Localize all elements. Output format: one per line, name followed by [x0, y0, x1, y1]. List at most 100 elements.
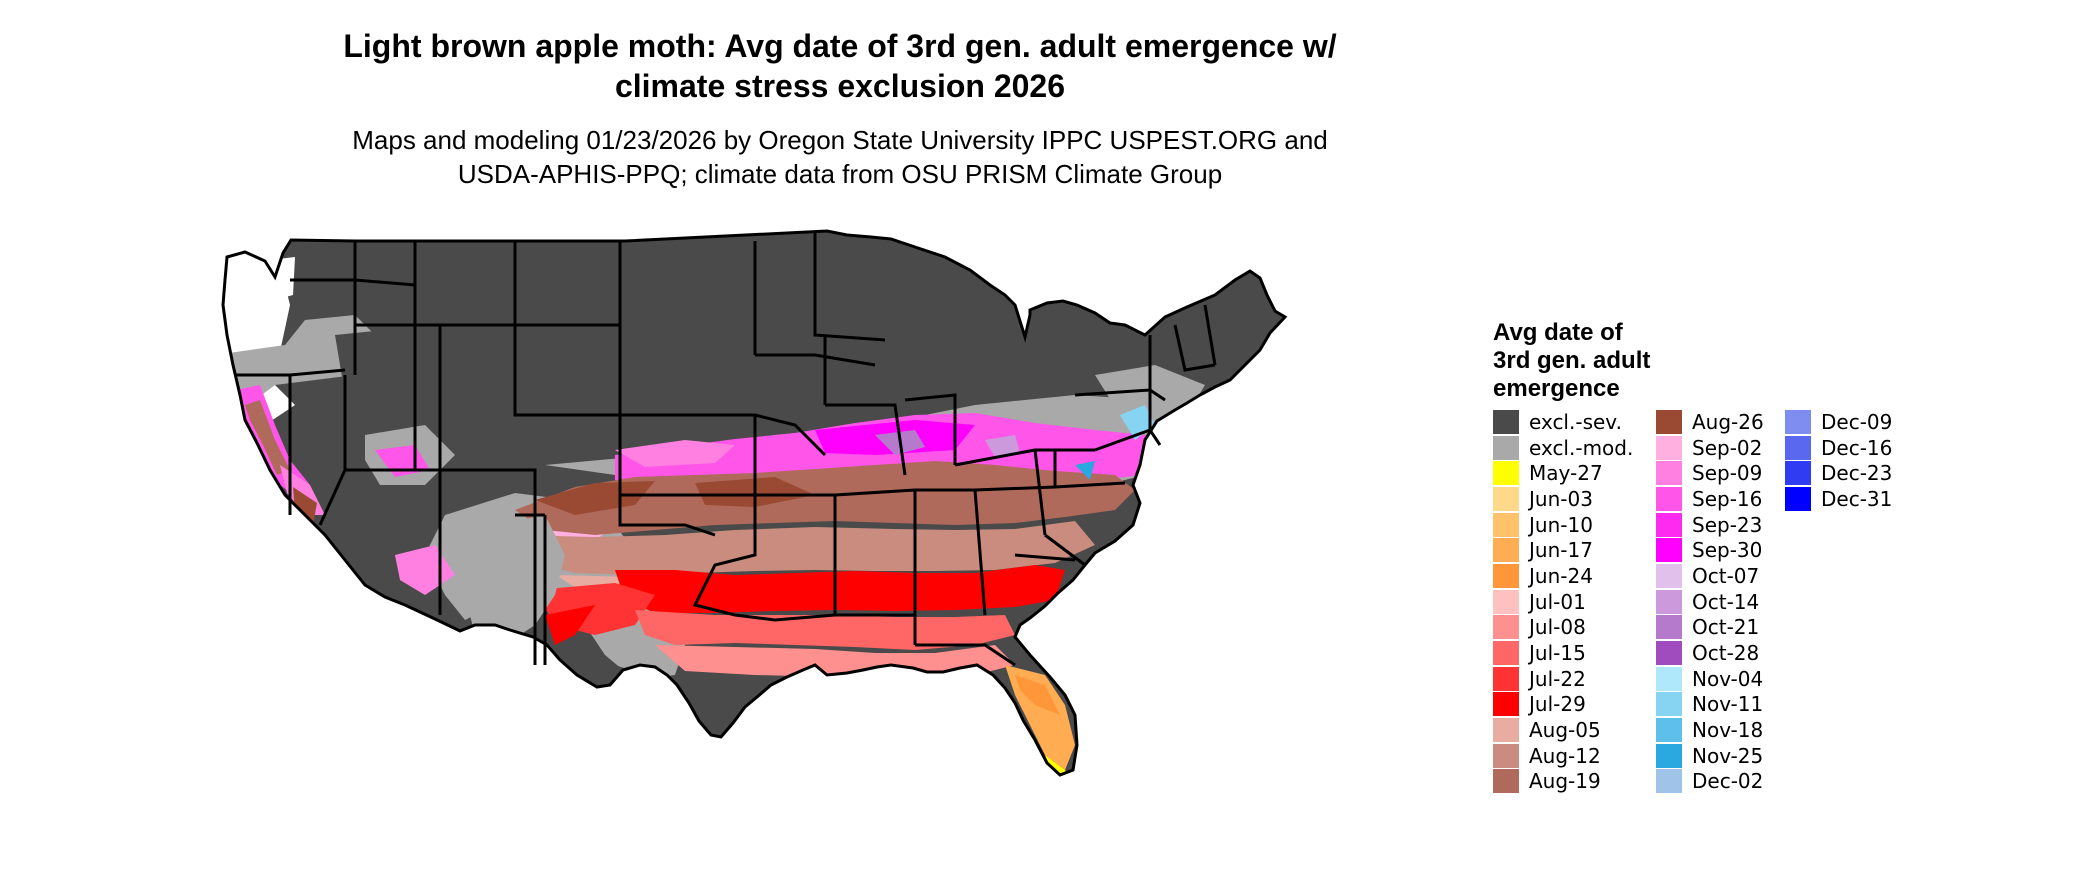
legend-item: Sep-30: [1656, 537, 1764, 563]
legend-item: Dec-31: [1785, 486, 1892, 512]
state-borders: [221, 229, 1287, 777]
legend-swatch: [1493, 512, 1519, 537]
legend-item: Sep-23: [1656, 512, 1764, 538]
legend-item: Jul-01: [1493, 589, 1633, 615]
legend-label: Dec-02: [1692, 769, 1764, 794]
legend-item: Jul-08: [1493, 615, 1633, 641]
legend-item: Jul-22: [1493, 666, 1633, 692]
legend-swatch: [1656, 615, 1682, 640]
legend-swatch: [1656, 589, 1682, 614]
legend-label: Jul-29: [1529, 692, 1586, 717]
legend-column-2: Aug-26 Sep-02 Sep-09 Sep-16 Sep-23 Sep-30 Oct-…: [1656, 409, 1764, 794]
legend-item: Oct-28: [1656, 640, 1764, 666]
legend-label: Jun-10: [1529, 512, 1593, 537]
legend-item: Nov-25: [1656, 743, 1764, 769]
legend-label: May-27: [1529, 461, 1603, 486]
legend-swatch: [1656, 409, 1682, 434]
legend-item: Aug-12: [1493, 743, 1633, 769]
legend-swatch: [1493, 409, 1519, 434]
legend-swatch: [1656, 769, 1682, 794]
us-map-svg: [221, 229, 1287, 777]
legend-label: Dec-09: [1821, 409, 1893, 434]
legend-label: Aug-12: [1529, 743, 1601, 768]
legend-swatch: [1493, 486, 1519, 511]
legend-title-line-1: Avg date of: [1493, 319, 1623, 346]
legend-item: Jul-29: [1493, 692, 1633, 718]
legend-column-3: Dec-09 Dec-16 Dec-23 Dec-31: [1785, 409, 1892, 512]
legend-label: Jun-17: [1529, 538, 1593, 563]
legend-item: Jun-03: [1493, 486, 1633, 512]
legend-swatch: [1656, 512, 1682, 537]
legend-item: Oct-14: [1656, 589, 1764, 615]
map-subtitle-line-2: USDA-APHIS-PPQ; climate data from OSU PR…: [457, 159, 1223, 189]
legend-item: Jul-15: [1493, 640, 1633, 666]
legend-item: Nov-18: [1656, 717, 1764, 743]
legend-label: excl.-sev.: [1529, 409, 1622, 434]
legend-item: Aug-19: [1493, 769, 1633, 795]
legend-label: excl.-mod.: [1529, 435, 1634, 460]
legend-label: Nov-04: [1692, 666, 1764, 691]
legend-item: Jun-10: [1493, 512, 1633, 538]
legend-label: Sep-02: [1692, 435, 1763, 460]
legend-label: Jun-03: [1529, 486, 1593, 511]
legend-label: Sep-16: [1692, 486, 1763, 511]
legend-item: Nov-04: [1656, 666, 1764, 692]
legend-swatch: [1493, 743, 1519, 768]
legend-item: Jun-24: [1493, 563, 1633, 589]
legend-item: Sep-02: [1656, 435, 1764, 461]
legend-swatch: [1493, 435, 1519, 460]
legend-swatch: [1656, 538, 1682, 563]
legend-label: Aug-05: [1529, 718, 1601, 743]
legend-swatch: [1493, 666, 1519, 691]
legend-swatch: [1493, 615, 1519, 640]
legend-swatch: [1785, 461, 1811, 486]
legend-label: Dec-16: [1821, 435, 1893, 460]
legend-label: Nov-11: [1692, 692, 1764, 717]
legend-item: Dec-16: [1785, 435, 1892, 461]
legend-label: Jun-24: [1529, 563, 1593, 588]
legend-label: Nov-18: [1692, 718, 1764, 743]
legend-label: Jul-22: [1529, 666, 1586, 691]
legend-label: Nov-25: [1692, 743, 1764, 768]
legend-item: Dec-02: [1656, 769, 1764, 795]
legend-swatch: [1493, 718, 1519, 743]
legend-label: Sep-30: [1692, 538, 1763, 563]
legend-swatch: [1656, 435, 1682, 460]
legend-swatch: [1493, 461, 1519, 486]
legend-label: Oct-07: [1692, 563, 1760, 588]
legend-label: Oct-14: [1692, 589, 1760, 614]
legend-swatch: [1785, 409, 1811, 434]
legend-label: Sep-23: [1692, 512, 1763, 537]
legend-label: Aug-19: [1529, 769, 1601, 794]
legend-swatch: [1493, 563, 1519, 588]
legend-label: Jul-08: [1529, 615, 1586, 640]
legend-item: excl.-sev.: [1493, 409, 1633, 435]
legend-item: Sep-09: [1656, 460, 1764, 486]
legend-swatch: [1493, 589, 1519, 614]
legend-swatch: [1656, 641, 1682, 666]
legend-label: Aug-26: [1692, 409, 1764, 434]
legend-item: Dec-09: [1785, 409, 1892, 435]
legend-label: Oct-28: [1692, 641, 1760, 666]
legend-label: Sep-09: [1692, 461, 1763, 486]
legend-item: Nov-11: [1656, 692, 1764, 718]
legend-item: Oct-07: [1656, 563, 1764, 589]
legend-swatch: [1656, 692, 1682, 717]
map-subtitle-line-1: Maps and modeling 01/23/2026 by Oregon S…: [352, 125, 1328, 155]
legend-label: Dec-31: [1821, 486, 1893, 511]
legend-item: Jun-17: [1493, 537, 1633, 563]
legend-title-line-2: 3rd gen. adult: [1493, 347, 1651, 374]
legend-swatch: [1656, 718, 1682, 743]
map-color-zones: [223, 231, 1205, 775]
legend-swatch: [1493, 538, 1519, 563]
us-emergence-map: [215, 225, 1460, 890]
legend-swatch: [1656, 486, 1682, 511]
legend-item: Dec-23: [1785, 460, 1892, 486]
legend-swatch: [1785, 486, 1811, 511]
legend-item: Aug-26: [1656, 409, 1764, 435]
legend-swatch: [1656, 563, 1682, 588]
legend-item: May-27: [1493, 460, 1633, 486]
legend-swatch: [1785, 435, 1811, 460]
legend-label: Jul-01: [1529, 589, 1586, 614]
legend-label: Dec-23: [1821, 461, 1893, 486]
